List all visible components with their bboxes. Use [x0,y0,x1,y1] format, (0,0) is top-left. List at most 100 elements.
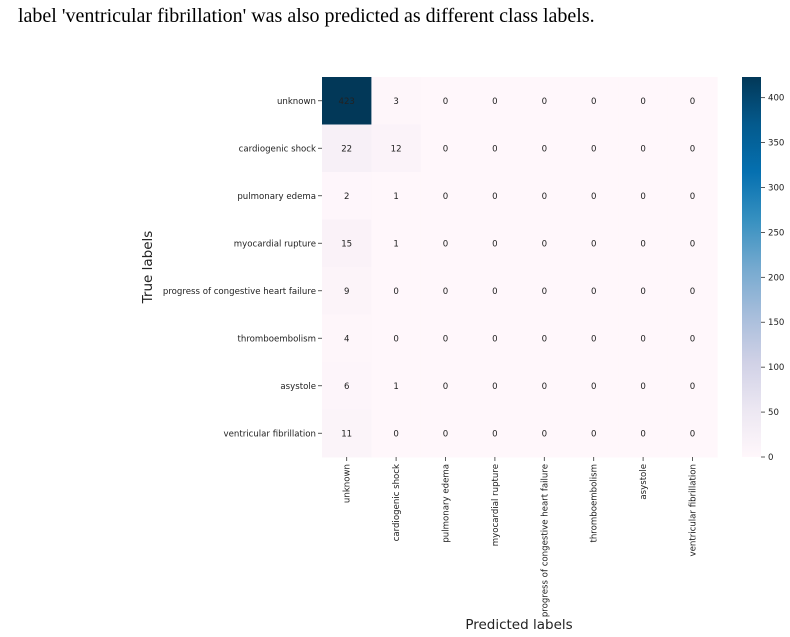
cell-value-label: 0 [591,97,596,107]
heatmap-cell [618,77,669,125]
cell-value-label: 0 [591,382,596,392]
cell-value-label: 0 [690,382,695,392]
colorbar-tick-label: 0 [768,453,773,463]
x-tick-label: cardiogenic shock [392,464,402,541]
cell-value-label: 0 [492,144,497,154]
heatmap-cell [371,362,422,410]
heatmap-cell [667,172,718,220]
heatmap-cell [371,314,422,363]
heatmap-cell [618,219,669,268]
cell-value-label: 1 [393,382,398,392]
cell-value-label: 0 [443,287,448,297]
colorbar-tick-label: 200 [768,273,784,283]
cell-value-label: 0 [393,334,398,344]
cell-value-label: 0 [591,144,596,154]
heatmap-cell [569,267,619,315]
heatmap-cell [667,409,718,458]
heatmap-cell [519,409,570,458]
heatmap-cell [371,219,422,268]
heatmap-cell [569,172,619,220]
heatmap-cell [618,172,669,220]
colorbar-tick-label: 250 [768,228,784,238]
heatmap-cell [420,362,471,410]
y-tick-label: ventricular fibrillation [224,429,317,439]
cell-value-label: 0 [591,429,596,439]
cell-value-label: 11 [341,429,352,439]
heatmap-cell [519,172,570,220]
heatmap-cell [322,77,372,125]
y-tick-label: myocardial rupture [234,239,316,249]
cell-value-label: 0 [492,429,497,439]
cell-value-label: 0 [443,334,448,344]
cell-value-label: 0 [492,239,497,249]
cell-value-label: 0 [640,144,645,154]
heatmap-cell [667,124,718,173]
cell-value-label: 0 [443,429,448,439]
heatmap-cell [569,124,619,173]
cell-value-label: 3 [393,97,398,107]
heatmap-cell [322,314,372,363]
heatmap-cell [371,77,422,125]
cell-value-label: 0 [443,382,448,392]
heatmap-cell [420,124,471,173]
cell-value-label: 0 [690,144,695,154]
heatmap-cell [470,219,521,268]
heatmap-cell [371,267,422,315]
cell-value-label: 0 [542,382,547,392]
cell-value-label: 0 [640,382,645,392]
cell-value-label: 0 [542,239,547,249]
cell-value-label: 0 [640,334,645,344]
cell-value-label: 0 [690,97,695,107]
heatmap-cell-labels: 423 3 0 0 0 0 0 0 22 12 0 0 0 0 0 0 2 1 0 0 0 0 0 0 15 1 0 0 0 0 0 0 9 0 0… [338,97,695,440]
heatmap-cell [618,409,669,458]
cell-value-label: 0 [492,382,497,392]
cell-value-label: 0 [443,97,448,107]
heatmap-cell [371,172,422,220]
colorbar-tick-label: 400 [768,94,784,104]
heatmap-cell [470,172,521,220]
heatmap-cell [420,172,471,220]
x-tick-label: thromboembolism [590,464,600,543]
cell-value-label: 0 [542,429,547,439]
heatmap-cells [322,77,718,458]
heatmap-cell [667,77,718,125]
cell-value-label: 0 [393,429,398,439]
heatmap-cell [569,219,619,268]
y-tick-label: unknown [277,97,316,107]
colorbar [742,77,761,457]
cell-value-label: 0 [393,287,398,297]
heatmap-cell [667,362,718,410]
heatmap-cell [667,219,718,268]
y-axis-ticks: unknown cardiogenic shock pulmonary edema m… [163,97,322,439]
cell-value-label: 0 [591,334,596,344]
heatmap-cell [322,362,372,410]
cell-value-label: 0 [542,192,547,202]
heatmap-cell [470,77,521,125]
heatmap-cell [420,314,471,363]
cell-value-label: 0 [542,334,547,344]
heatmap-cell [420,77,471,125]
caption-text: label 'ventricular fibrillation' was als… [18,5,595,27]
heatmap-cell [519,77,570,125]
y-tick-label: asystole [280,382,316,392]
heatmap-cell [667,314,718,363]
cell-value-label: 9 [344,287,349,297]
colorbar-tick-label: 300 [768,183,784,193]
cell-value-label: 423 [338,97,354,107]
cell-value-label: 0 [690,239,695,249]
cell-value-label: 0 [640,429,645,439]
heatmap-cell [618,124,669,173]
cell-value-label: 0 [690,334,695,344]
heatmap-cell [470,267,521,315]
cell-value-label: 22 [341,144,352,154]
cell-value-label: 0 [640,192,645,202]
cell-value-label: 0 [492,287,497,297]
cell-value-label: 15 [341,239,352,249]
heatmap-cell [618,267,669,315]
heatmap-cell [618,362,669,410]
cell-value-label: 0 [492,192,497,202]
cell-value-label: 6 [344,382,349,392]
heatmap-cell [371,409,422,458]
x-tick-label: progress of congestive heart failure [540,464,550,617]
heatmap-cell [519,267,570,315]
